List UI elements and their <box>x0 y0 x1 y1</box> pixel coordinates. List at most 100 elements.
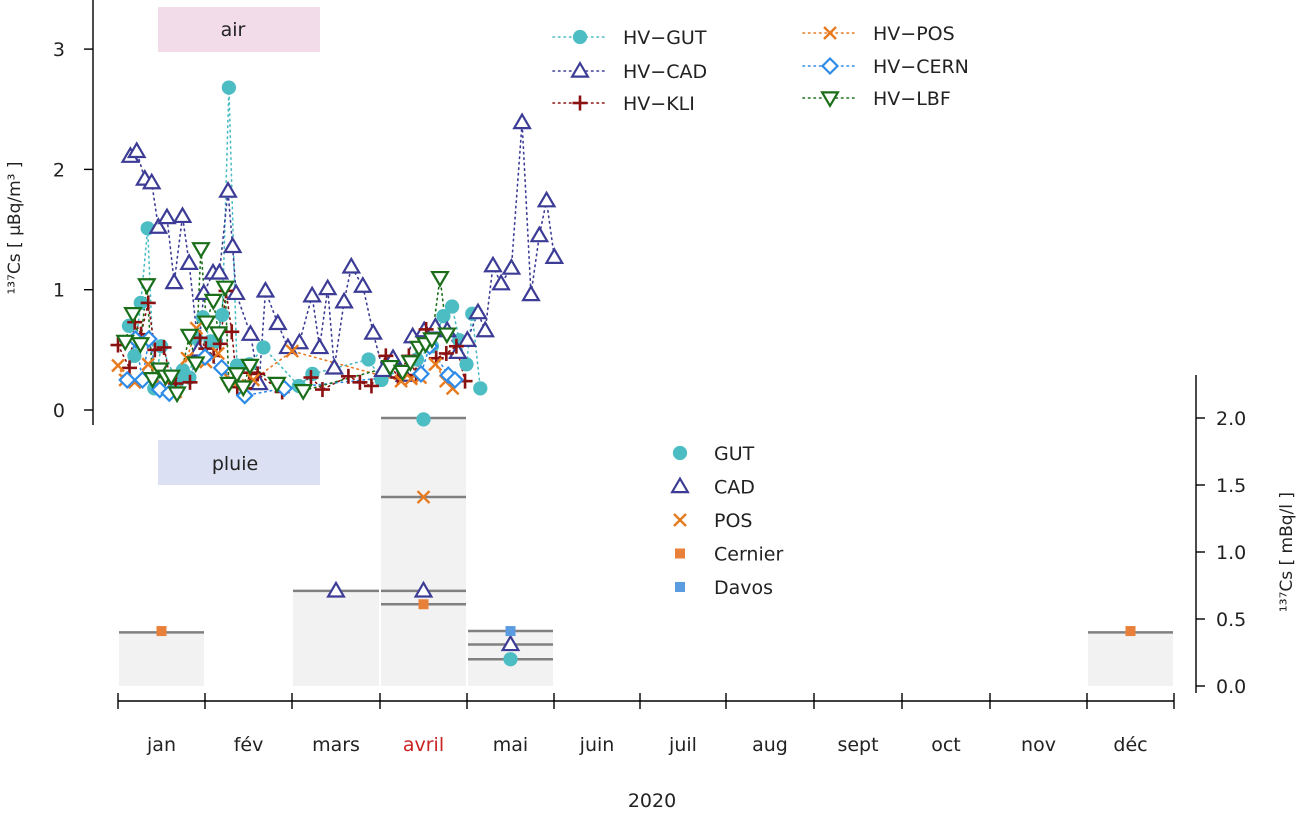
x-tick-label-avril: avril <box>403 734 444 756</box>
air-point-HV−GUT <box>361 352 376 367</box>
air-point-HV−LBF <box>215 280 235 298</box>
air-point-HV−CAD <box>341 256 362 274</box>
rain-y-tick-label: 1.0 <box>1216 542 1246 564</box>
rain-panel-label: pluie <box>212 453 258 475</box>
rain-y-axis-label: ¹³⁷Cs [ mBq/l ] <box>1277 492 1297 612</box>
air-point-HV−LBF <box>240 358 260 376</box>
air-point-HV−CAD <box>491 273 511 291</box>
air-panel-label: air <box>221 19 246 41</box>
air-series-markers <box>110 80 565 405</box>
rain-point-CAD <box>326 580 346 598</box>
air-point-HV−CAD <box>302 285 322 303</box>
air-point-HV−GUT <box>256 340 271 355</box>
air-point-HV−CAD <box>289 332 310 350</box>
air-point-HV−KLI <box>363 378 379 394</box>
air-point-HV−CAD <box>179 253 199 270</box>
air-point-HV−LBF <box>400 355 421 372</box>
x-tick-label-mars: mars <box>312 734 360 756</box>
air-point-HV−LBF <box>167 386 187 404</box>
rain-legend-label: GUT <box>714 443 755 465</box>
air-point-HV−GUT <box>459 357 474 372</box>
air-point-HV−LBF <box>203 293 224 311</box>
air-point-HV−LBF <box>130 337 151 354</box>
rain-point-Cernier <box>156 626 167 637</box>
air-point-HV−CAD <box>164 272 184 290</box>
air-point-HV−KLI <box>122 360 138 376</box>
air-point-HV−KLI <box>140 295 156 311</box>
legends: HV−GUT HV−CAD HV−KLI HV−POS HV−CERN HV−LBF GUT… <box>552 23 969 599</box>
air-point-HV−KLI <box>448 338 464 354</box>
air-point-HV−CAD <box>475 320 495 338</box>
air-point-HV−LBF <box>137 278 157 295</box>
air-point-HV−CAD <box>448 342 468 359</box>
x-axis-year-label: 2020 <box>628 790 676 812</box>
air-point-HV−LBF <box>233 380 254 398</box>
air-point-HV−LBF <box>293 384 313 401</box>
rain-legend-marker-Davos <box>675 582 685 592</box>
air-y-tick-label: 2 <box>53 159 65 181</box>
air-point-HV−CERN <box>212 358 231 377</box>
rain-legend-marker-Cernier <box>675 548 685 559</box>
air-point-HV−KLI <box>352 374 368 390</box>
rain-point-Davos <box>505 626 516 637</box>
air-point-HV−LBF <box>196 315 217 333</box>
air-legend-marker-HV−POS <box>823 26 837 40</box>
air-point-HV−CAD <box>317 278 338 296</box>
air-point-HV−LBF <box>123 307 143 324</box>
air-panel-label-bg <box>158 7 320 52</box>
rain-series-markers <box>156 412 1136 667</box>
air-point-HV−CAD <box>222 236 243 254</box>
air-point-HV−KLI <box>438 345 454 361</box>
air-legend-label: HV−CAD <box>623 61 707 83</box>
air-point-HV−CAD <box>457 330 478 347</box>
air-series-lines <box>117 87 556 397</box>
air-point-HV−LBF <box>430 270 450 288</box>
air-point-HV−CAD <box>468 302 488 320</box>
rain-point-Cernier <box>418 599 429 610</box>
air-point-HV−POS <box>211 346 226 361</box>
air-point-HV−POS <box>111 358 125 373</box>
rain-point-GUT <box>503 652 518 667</box>
air-point-HV−KLI <box>182 374 198 390</box>
air-point-HV−GUT <box>473 381 488 396</box>
rain-legend-marker-GUT <box>672 445 688 461</box>
air-point-HV−LBF <box>161 369 182 387</box>
air-point-HV−GUT <box>436 309 451 324</box>
air-point-HV−KLI <box>303 370 319 386</box>
air-point-HV−CAD <box>324 357 345 375</box>
air-point-HV−CAD <box>483 255 503 273</box>
air-point-HV−CERN <box>118 370 137 389</box>
air-legend-marker-HV−CAD <box>570 60 590 78</box>
air-legend-label: HV−CERN <box>873 56 969 78</box>
rain-legend-label: CAD <box>714 477 755 499</box>
air-y-axis-label: ¹³⁷Cs [ µBq/m³ ] <box>5 161 25 294</box>
air-point-HV−CERN <box>445 370 465 389</box>
air-point-HV−LBF <box>185 356 206 374</box>
air-point-HV−CAD <box>141 172 162 190</box>
air-point-HV−CAD <box>544 247 565 264</box>
rain-point-CAD <box>500 634 521 652</box>
air-point-HV−CAD <box>309 337 330 355</box>
rain-point-CAD <box>413 580 434 598</box>
rain-y-tick-label: 1.5 <box>1216 475 1246 497</box>
air-point-HV−LBF <box>380 359 400 377</box>
x-tick-label-juin: juin <box>579 734 615 756</box>
air-point-HV−GUT <box>221 80 237 95</box>
month-x-axis: jan fév mars avril mai juin juil aug sept oct nov d… <box>117 693 1175 756</box>
x-tick-label-juil: juil <box>668 734 697 756</box>
air-legend-label: HV−KLI <box>623 93 695 115</box>
rain-point-POS <box>416 490 431 504</box>
x-tick-label-sept: sept <box>837 734 878 756</box>
air-y-tick-label: 3 <box>53 39 65 61</box>
air-point-HV−LBF <box>219 376 239 394</box>
air-legend-marker-HV−LBF <box>820 91 840 109</box>
air-point-HV−CAD <box>148 217 169 234</box>
air-point-HV−CAD <box>334 291 354 309</box>
rain-month-bar-déc <box>1088 632 1173 686</box>
x-tick-label-mai: mai <box>493 734 528 756</box>
air-point-HV−LBF <box>392 364 413 382</box>
air-point-HV−LBF <box>115 334 135 352</box>
x-tick-label-oct: oct <box>931 734 961 756</box>
rain-panel-label-bg <box>158 440 320 485</box>
rain-legend-label: POS <box>714 510 752 532</box>
